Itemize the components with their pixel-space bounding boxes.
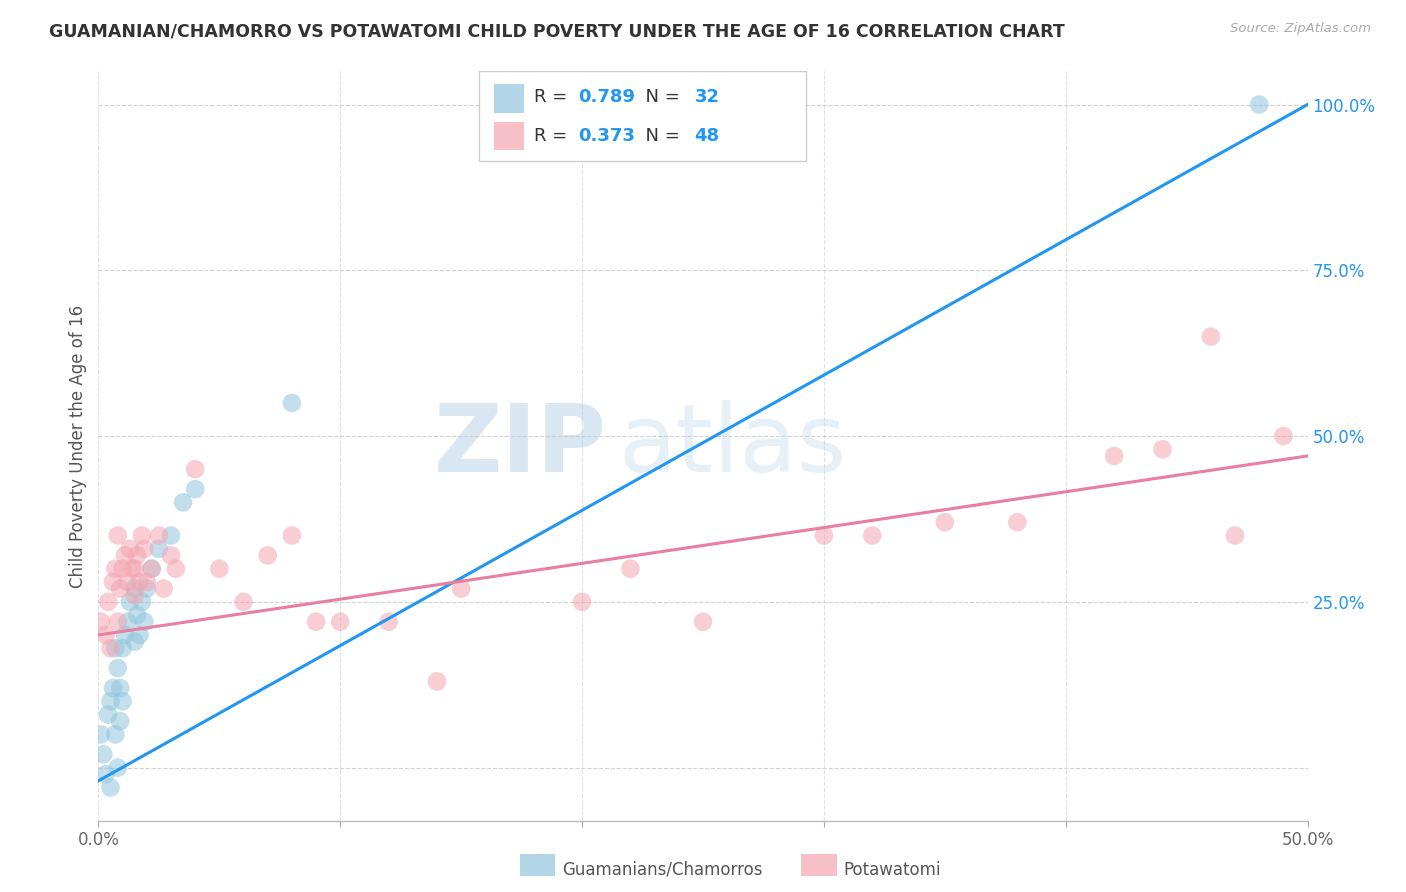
- Point: [184, 482, 207, 496]
- Point: [90, 615, 112, 629]
- Point: [101, 681, 124, 695]
- Text: ZIP: ZIP: [433, 400, 606, 492]
- Point: [131, 528, 153, 542]
- Point: [100, 780, 122, 795]
- Point: [104, 562, 127, 576]
- Point: [208, 562, 231, 576]
- Point: [127, 608, 149, 623]
- Point: [90, 727, 112, 741]
- Point: [118, 541, 141, 556]
- Text: Source: ZipAtlas.com: Source: ZipAtlas.com: [1230, 22, 1371, 36]
- Point: [94, 628, 117, 642]
- Point: [97, 595, 120, 609]
- Bar: [494, 121, 524, 150]
- Y-axis label: Child Poverty Under the Age of 16: Child Poverty Under the Age of 16: [69, 304, 87, 588]
- Point: [134, 615, 156, 629]
- Point: [571, 595, 593, 609]
- Text: 0.373: 0.373: [578, 127, 636, 145]
- Point: [152, 582, 174, 596]
- Point: [111, 641, 134, 656]
- Point: [124, 582, 146, 596]
- Point: [91, 747, 114, 762]
- Point: [97, 707, 120, 722]
- Text: 0.789: 0.789: [578, 87, 636, 106]
- Point: [160, 528, 183, 542]
- Point: [1102, 449, 1125, 463]
- Text: Guamanians/Chamorros: Guamanians/Chamorros: [562, 861, 763, 879]
- Point: [107, 528, 129, 542]
- Point: [148, 541, 170, 556]
- Point: [1272, 429, 1295, 443]
- Point: [114, 628, 136, 642]
- Point: [141, 562, 163, 576]
- Point: [117, 574, 139, 589]
- Point: [281, 396, 304, 410]
- Point: [118, 595, 141, 609]
- Point: [100, 641, 122, 656]
- Point: [377, 615, 399, 629]
- Text: R =: R =: [534, 87, 572, 106]
- Point: [124, 588, 146, 602]
- Point: [104, 641, 127, 656]
- Point: [1249, 97, 1271, 112]
- Point: [135, 574, 157, 589]
- Point: [1223, 528, 1246, 542]
- Point: [450, 582, 472, 596]
- Point: [141, 562, 163, 576]
- Text: 48: 48: [695, 127, 720, 145]
- Point: [124, 634, 146, 648]
- Point: [1152, 442, 1174, 457]
- Text: atlas: atlas: [619, 400, 846, 492]
- Point: [128, 628, 150, 642]
- Point: [107, 661, 129, 675]
- Point: [111, 694, 134, 708]
- Point: [184, 462, 207, 476]
- Bar: [494, 84, 524, 112]
- Text: Potawatomi: Potawatomi: [844, 861, 941, 879]
- Point: [1199, 329, 1222, 343]
- Point: [108, 714, 131, 728]
- FancyBboxPatch shape: [479, 71, 806, 161]
- Point: [934, 515, 956, 529]
- Point: [127, 549, 149, 563]
- Point: [165, 562, 187, 576]
- Point: [107, 761, 129, 775]
- Point: [108, 582, 131, 596]
- Point: [160, 549, 183, 563]
- Point: [148, 528, 170, 542]
- Point: [860, 528, 883, 542]
- Point: [232, 595, 254, 609]
- Point: [128, 574, 150, 589]
- Point: [305, 615, 328, 629]
- Point: [111, 562, 134, 576]
- Text: R =: R =: [534, 127, 572, 145]
- Point: [121, 562, 143, 576]
- Text: 32: 32: [695, 87, 720, 106]
- Point: [108, 681, 131, 695]
- Point: [281, 528, 304, 542]
- Point: [134, 541, 156, 556]
- Text: N =: N =: [634, 87, 686, 106]
- Point: [107, 615, 129, 629]
- Point: [813, 528, 835, 542]
- Point: [1007, 515, 1029, 529]
- Point: [131, 595, 153, 609]
- Point: [117, 615, 139, 629]
- Text: GUAMANIAN/CHAMORRO VS POTAWATOMI CHILD POVERTY UNDER THE AGE OF 16 CORRELATION C: GUAMANIAN/CHAMORRO VS POTAWATOMI CHILD P…: [49, 22, 1064, 40]
- Point: [104, 727, 127, 741]
- Point: [100, 694, 122, 708]
- Point: [124, 562, 146, 576]
- Point: [135, 582, 157, 596]
- Point: [619, 562, 641, 576]
- Point: [172, 495, 194, 509]
- Text: N =: N =: [634, 127, 686, 145]
- Point: [256, 549, 278, 563]
- Point: [101, 574, 124, 589]
- Point: [692, 615, 714, 629]
- Point: [426, 674, 449, 689]
- Point: [94, 767, 117, 781]
- Point: [329, 615, 352, 629]
- Point: [114, 549, 136, 563]
